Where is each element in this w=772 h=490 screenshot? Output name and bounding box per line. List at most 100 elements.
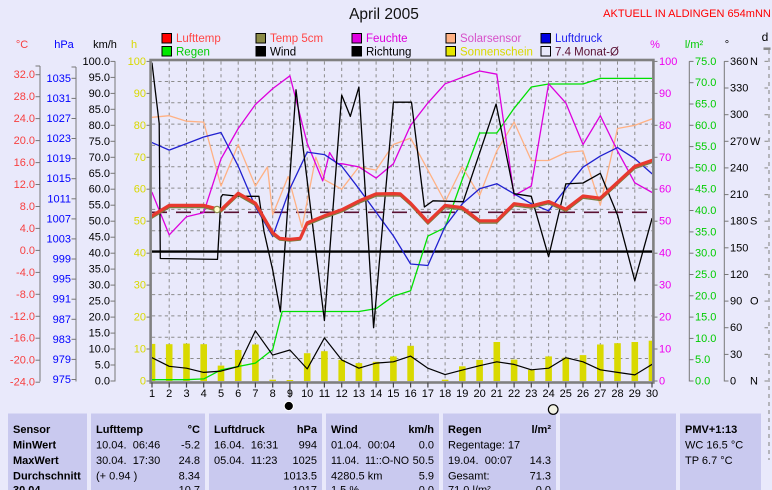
- svg-text:W: W: [750, 136, 761, 148]
- svg-text:S: S: [750, 216, 757, 228]
- svg-text:Feuchte: Feuchte: [366, 33, 408, 45]
- svg-text:20.0: 20.0: [89, 312, 110, 324]
- svg-text:10.0: 10.0: [695, 333, 716, 345]
- svg-text:29: 29: [629, 388, 641, 400]
- svg-text:°: °: [725, 39, 729, 51]
- svg-text:19.04. 00:07: 19.04. 00:07: [448, 455, 512, 467]
- svg-text:3: 3: [183, 388, 189, 400]
- svg-text:Regen: Regen: [448, 424, 482, 436]
- svg-text:75.0: 75.0: [695, 56, 716, 68]
- svg-text:30.0: 30.0: [695, 248, 716, 260]
- svg-text:0.0: 0.0: [419, 440, 434, 452]
- svg-text:7.4 Monat-Ø: 7.4 Monat-Ø: [555, 47, 619, 59]
- svg-text:5.0: 5.0: [95, 360, 110, 372]
- svg-text:20.0: 20.0: [695, 290, 716, 302]
- svg-text:21: 21: [491, 388, 503, 400]
- svg-text:Temp 5cm: Temp 5cm: [270, 33, 323, 45]
- svg-text:35.0: 35.0: [89, 264, 110, 276]
- svg-text:150: 150: [730, 242, 748, 254]
- svg-text:60: 60: [134, 184, 146, 196]
- svg-text:16.04. 16:31: 16.04. 16:31: [214, 440, 278, 452]
- svg-text:MinWert: MinWert: [13, 440, 57, 452]
- svg-text:4: 4: [201, 388, 207, 400]
- svg-text:-5.2: -5.2: [181, 440, 200, 452]
- svg-text:50.0: 50.0: [89, 216, 110, 228]
- svg-text:50.0: 50.0: [695, 162, 716, 174]
- svg-text:45.0: 45.0: [695, 184, 716, 196]
- svg-text:90: 90: [134, 88, 146, 100]
- svg-text:1025: 1025: [293, 455, 317, 467]
- svg-text:10: 10: [134, 344, 146, 356]
- svg-text:1035: 1035: [47, 73, 71, 85]
- svg-text:40: 40: [659, 248, 671, 260]
- svg-text:30.04. 17:30: 30.04. 17:30: [96, 455, 160, 467]
- svg-text:1017: 1017: [293, 485, 317, 490]
- svg-text:Richtung: Richtung: [366, 47, 411, 59]
- svg-text:hPa: hPa: [297, 424, 318, 436]
- svg-text:75.0: 75.0: [89, 136, 110, 148]
- svg-text:5.9: 5.9: [419, 471, 434, 483]
- svg-text:Lufttemp: Lufttemp: [96, 424, 143, 436]
- svg-text:27: 27: [594, 388, 606, 400]
- svg-text:330: 330: [730, 83, 748, 95]
- svg-text:8.0: 8.0: [20, 201, 35, 213]
- svg-text:1011: 1011: [47, 193, 71, 205]
- svg-text:22: 22: [508, 388, 520, 400]
- svg-text:-16.0: -16.0: [10, 333, 35, 345]
- svg-text:210: 210: [730, 189, 748, 201]
- svg-text:14.3: 14.3: [530, 455, 551, 467]
- svg-text:65.0: 65.0: [89, 168, 110, 180]
- svg-text:April 2005: April 2005: [349, 6, 419, 23]
- svg-text:20: 20: [473, 388, 485, 400]
- svg-text:l/m²: l/m²: [531, 424, 551, 436]
- svg-text:19: 19: [456, 388, 468, 400]
- svg-text:10.7: 10.7: [179, 485, 200, 490]
- svg-text:40: 40: [134, 248, 146, 260]
- svg-text:95.0: 95.0: [89, 72, 110, 84]
- svg-text:45.0: 45.0: [89, 232, 110, 244]
- svg-text:7: 7: [252, 388, 258, 400]
- svg-text:30: 30: [730, 349, 742, 361]
- svg-text:70: 70: [659, 152, 671, 164]
- svg-text:975: 975: [53, 374, 71, 386]
- svg-text:Wind: Wind: [270, 47, 296, 59]
- svg-text:Lufttemp: Lufttemp: [176, 33, 221, 45]
- svg-text:270: 270: [730, 136, 748, 148]
- svg-text:16.0: 16.0: [14, 157, 35, 169]
- svg-text:25: 25: [560, 388, 572, 400]
- svg-text:80: 80: [659, 120, 671, 132]
- svg-text:25.0: 25.0: [89, 296, 110, 308]
- svg-text:24.8: 24.8: [179, 455, 200, 467]
- svg-text:40.0: 40.0: [89, 248, 110, 260]
- svg-text:05.04. 11:23: 05.04. 11:23: [214, 455, 277, 467]
- svg-text:240: 240: [730, 162, 748, 174]
- svg-text:60: 60: [659, 184, 671, 196]
- svg-text:hPa: hPa: [54, 39, 74, 51]
- svg-text:8.34: 8.34: [179, 471, 200, 483]
- svg-text:71.3: 71.3: [530, 471, 551, 483]
- svg-text:1003: 1003: [47, 233, 71, 245]
- svg-text:2: 2: [166, 388, 172, 400]
- svg-text:km/h: km/h: [408, 424, 434, 436]
- svg-text:60: 60: [730, 322, 742, 334]
- svg-text:5: 5: [218, 388, 224, 400]
- svg-text:1: 1: [149, 388, 155, 400]
- svg-text:979: 979: [53, 354, 71, 366]
- svg-text:%: %: [650, 39, 660, 51]
- svg-text:TP 6.7 °C: TP 6.7 °C: [685, 455, 733, 467]
- svg-text:30.04: 30.04: [13, 485, 41, 490]
- svg-text:0.0: 0.0: [95, 376, 110, 388]
- svg-text:100.0: 100.0: [82, 56, 110, 68]
- svg-text:10: 10: [659, 344, 671, 356]
- svg-text:11.04. 11::O-NO: 11.04. 11::O-NO: [331, 455, 409, 467]
- svg-text:50: 50: [134, 216, 146, 228]
- svg-text:km/h: km/h: [93, 39, 117, 51]
- svg-text:1015: 1015: [47, 173, 71, 185]
- svg-text:Solarsensor: Solarsensor: [460, 33, 522, 45]
- svg-text:O: O: [750, 296, 759, 308]
- svg-text:4.0: 4.0: [20, 223, 35, 235]
- svg-text:70.0: 70.0: [89, 152, 110, 164]
- svg-text:0.0: 0.0: [695, 376, 710, 388]
- svg-text:28.0: 28.0: [14, 91, 35, 103]
- svg-text:10.04. 06:46: 10.04. 06:46: [96, 440, 160, 452]
